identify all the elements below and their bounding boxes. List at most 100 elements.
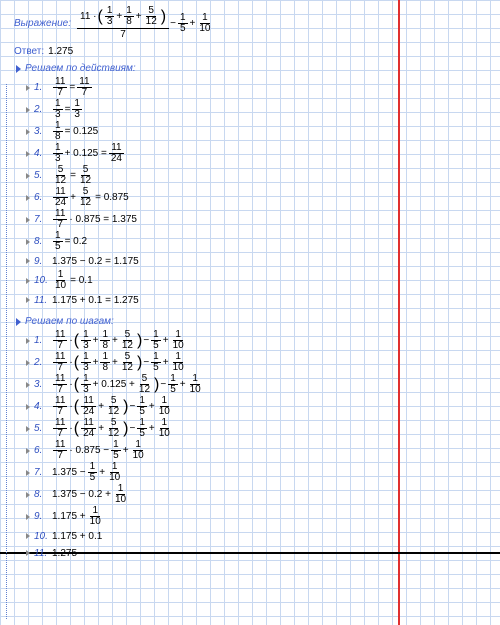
step-math: 117 · (13 + 18 + 512) − 15 + 110 [52,330,187,351]
bullet-icon [26,297,30,303]
step-item: 6. 117 · 0.875 − 15 + 110 [26,440,490,461]
bullet-icon [26,514,30,520]
expr-lead: 11 · [80,12,97,22]
step-item: 11. 1.175 + 0.1 = 1.275 [26,292,490,308]
step-math: 117 · (13 + 18 + 512) − 15 + 110 [52,352,187,373]
step-number: 8. [34,489,48,500]
step-item: 4. 117 · (1124 + 512) − 15 + 110 [26,396,490,417]
step-number: 2. [34,357,48,368]
step-number: 4. [34,148,48,159]
step-number: 9. [34,511,48,522]
step-item: 3. 117 · (13 + 0.125 + 512) − 15 + 110 [26,374,490,395]
step-number: 3. [34,126,48,137]
step-item: 11. 1.275 [26,545,490,561]
triangle-icon [16,318,21,326]
step-item: 1.117 = 117 [26,77,490,98]
page-content: Выражение: 11 · ( 13 + 18 + 512 ) 7 − 15… [0,0,500,568]
step-number: 2. [34,104,48,115]
step-math: 13 = 13 [52,99,83,120]
bullet-icon [26,173,30,179]
step-math: 1124 + 512 = 0.875 [52,187,129,208]
bullet-icon [26,404,30,410]
step-item: 7. 117 · 0.875 = 1.375 [26,209,490,230]
bullet-icon [26,85,30,91]
step-number: 11. [34,548,48,559]
steps-bysteps-list: 1. 117 · (13 + 18 + 512) − 15 + 110 2. 117 … [14,330,490,561]
step-number: 3. [34,379,48,390]
step-item: 8. 15 = 0.2 [26,231,490,252]
step-number: 1. [34,335,48,346]
step-item: 2. 13 = 13 [26,99,490,120]
step-number: 9. [34,256,48,267]
bullet-icon [26,239,30,245]
step-number: 7. [34,467,48,478]
step-math: 18 = 0.125 [52,121,98,142]
step-math: 117 · (1124 + 512) − 15 + 110 [52,396,173,417]
step-number: 6. [34,445,48,456]
step-number: 11. [34,295,48,306]
step-item: 5. 512 = 512 [26,165,490,186]
section-steps: Решаем по шагам: [16,316,490,327]
step-math: 117 · 0.875 = 1.375 [52,209,137,230]
step-number: 1. [34,82,48,93]
bullet-icon [26,129,30,135]
bullet-icon [26,550,30,556]
step-item: 10.1.175 + 0.1 [26,528,490,544]
expression-math: 11 · ( 13 + 18 + 512 ) 7 − 15 + 110 [77,6,213,40]
step-math: 512 = 512 [52,165,94,186]
step-item: 6. 1124 + 512 = 0.875 [26,187,490,208]
step-number: 4. [34,401,48,412]
step-math: 1.375 − 0.2 = 1.175 [52,256,139,267]
bullet-icon [26,195,30,201]
expression-row: Выражение: 11 · ( 13 + 18 + 512 ) 7 − 15… [14,6,490,40]
step-math: 15 = 0.2 [52,231,87,252]
step-math: 13 + 0.125 = 1124 [52,143,125,164]
bullet-icon [26,360,30,366]
bullet-icon [26,382,30,388]
step-item: 9. 1.175 + 110 [26,506,490,527]
steps-actions-list: 1.117 = 117 2. 13 = 13 3. 18 = 0.125 4. 13 + 0… [14,77,490,308]
bullet-icon [26,107,30,113]
step-item: 8. 1.375 − 0.2 + 110 [26,484,490,505]
bullet-icon [26,533,30,539]
section-actions: Решаем по действиям: [16,63,490,74]
step-math: 1.175 + 110 [52,506,104,527]
step-number: 10. [34,275,48,286]
step-item: 1. 117 · (13 + 18 + 512) − 15 + 110 [26,330,490,351]
bullet-icon [26,470,30,476]
step-number: 6. [34,192,48,203]
bullet-icon [26,217,30,223]
step-item: 3. 18 = 0.125 [26,121,490,142]
step-item: 5. 117 · (1124 + 512) − 15 + 110 [26,418,490,439]
step-math: 1.175 + 0.1 [52,531,102,542]
section1-label: Решаем по действиям: [25,63,136,74]
answer-label: Ответ: [14,46,44,57]
answer-row: Ответ: 1.275 [14,46,490,57]
step-item: 4. 13 + 0.125 = 1124 [26,143,490,164]
step-math: 1.275 [52,548,77,559]
step-number: 5. [34,423,48,434]
step-math: 117 · (13 + 0.125 + 512) − 15 + 110 [52,374,204,395]
step-math: 117 · 0.875 − 15 + 110 [52,440,147,461]
step-number: 5. [34,170,48,181]
step-item: 9. 1.375 − 0.2 = 1.175 [26,253,490,269]
step-math: 1.175 + 0.1 = 1.275 [52,295,139,306]
step-math: 1.375 − 0.2 + 110 [52,484,129,505]
step-math: 117 · (1124 + 512) − 15 + 110 [52,418,173,439]
step-item: 7. 1.375 − 15 + 110 [26,462,490,483]
bullet-icon [26,448,30,454]
section2-label: Решаем по шагам: [25,316,114,327]
expression-label: Выражение: [14,18,71,29]
step-number: 8. [34,236,48,247]
step-number: 7. [34,214,48,225]
step-item: 2. 117 · (13 + 18 + 512) − 15 + 110 [26,352,490,373]
bullet-icon [26,278,30,284]
bullet-icon [26,426,30,432]
bullet-icon [26,338,30,344]
bullet-icon [26,151,30,157]
step-item: 10. 110 = 0.1 [26,270,490,291]
step-math: 110 = 0.1 [52,270,93,291]
answer-value: 1.275 [48,46,73,57]
step-math: 1.375 − 15 + 110 [52,462,123,483]
bullet-icon [26,258,30,264]
